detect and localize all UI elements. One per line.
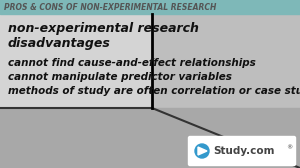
- Bar: [152, 14, 300, 108]
- FancyBboxPatch shape: [188, 136, 296, 165]
- Text: Study.com: Study.com: [213, 146, 274, 156]
- Text: non-experimental research
disadvantages: non-experimental research disadvantages: [8, 22, 199, 50]
- Text: ®: ®: [286, 145, 292, 151]
- Text: cannot find cause-and-effect relationships: cannot find cause-and-effect relationshi…: [8, 58, 256, 68]
- Polygon shape: [198, 147, 207, 155]
- Bar: [0, 14, 152, 108]
- Circle shape: [195, 144, 209, 158]
- Bar: [0, 108, 300, 168]
- Text: cannot manipulate predictor variables: cannot manipulate predictor variables: [8, 72, 232, 82]
- Text: PROS & CONS OF NON-EXPERIMENTAL RESEARCH: PROS & CONS OF NON-EXPERIMENTAL RESEARCH: [4, 3, 216, 11]
- Text: methods of study are often correlation or case studies: methods of study are often correlation o…: [8, 86, 300, 96]
- Bar: [0, 0, 300, 14]
